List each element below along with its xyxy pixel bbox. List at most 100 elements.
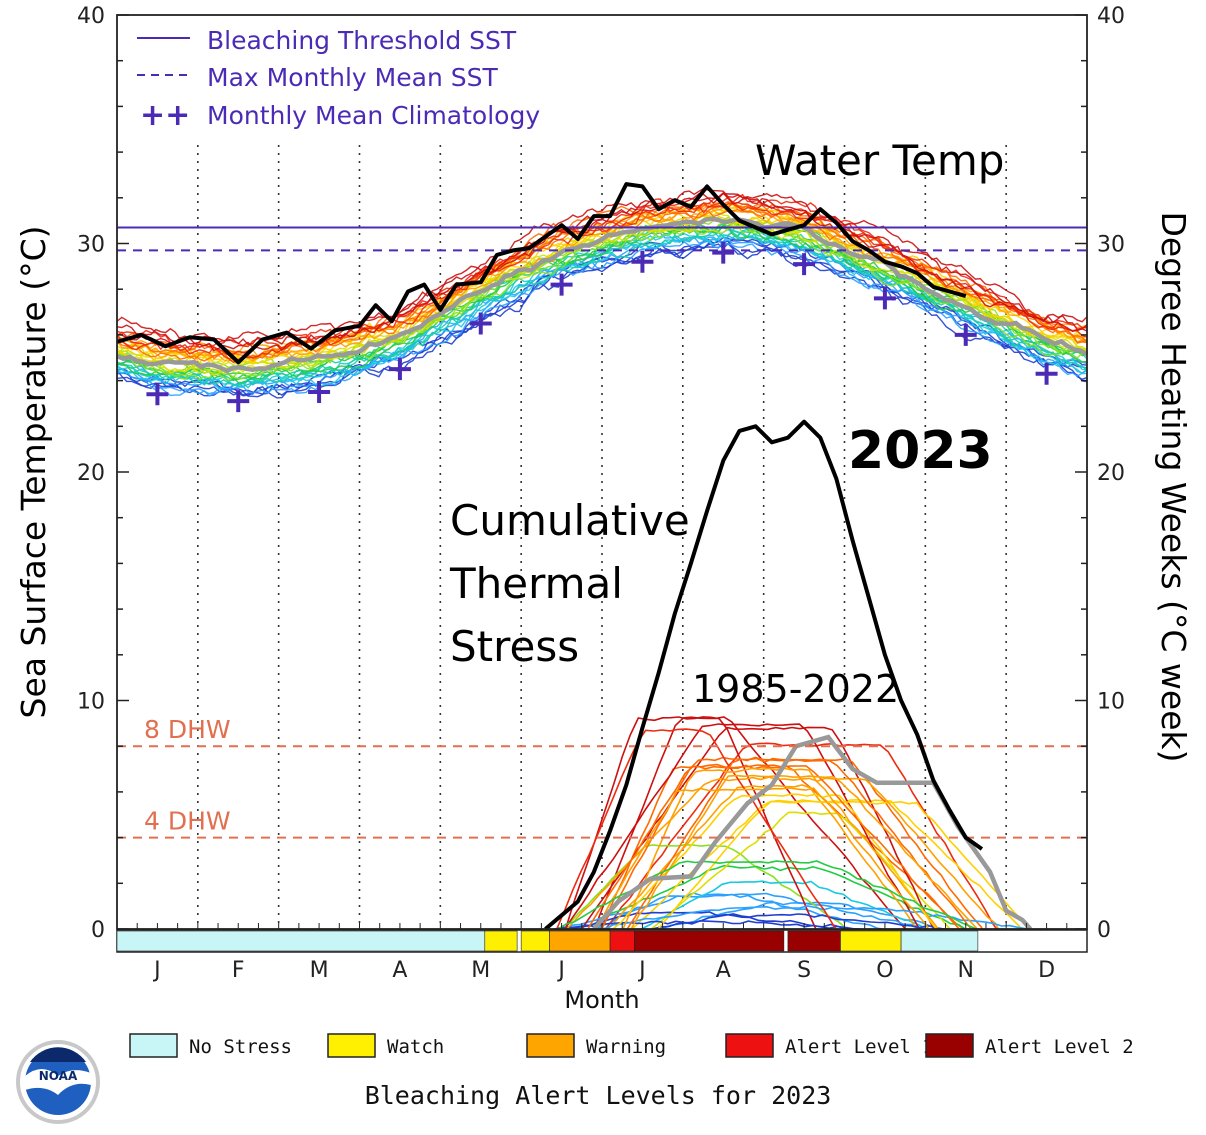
legend-label: Max Monthly Mean SST — [207, 63, 498, 92]
alert-levels-title: Bleaching Alert Levels for 2023 — [365, 1081, 832, 1110]
left-tick-label: 0 — [91, 918, 105, 943]
historical-sst-line — [116, 238, 1088, 398]
historical-sst-line — [116, 232, 1088, 391]
climatology-point — [1035, 362, 1058, 385]
month-label: A — [392, 958, 407, 983]
historical-dhw-line — [657, 800, 1031, 930]
alert-level-label: Watch — [387, 1036, 444, 1058]
historical-dhw-line — [630, 774, 978, 930]
historical-sst-line — [116, 191, 1088, 352]
x-axis-title: Month — [564, 986, 639, 1014]
annotation-year: 2023 — [848, 421, 993, 481]
logo-bird — [25, 1069, 91, 1095]
noaa-logo-icon: NOAA — [16, 1040, 100, 1124]
historical-sst-line — [116, 200, 1088, 360]
alert-level-swatch — [327, 1033, 376, 1058]
month-label: D — [1038, 958, 1055, 983]
logo-top — [30, 1047, 86, 1062]
climatology-point — [873, 287, 896, 310]
alert-level-swatch — [129, 1033, 178, 1058]
logo-text: NOAA — [39, 1069, 78, 1083]
historical-dhw-line — [640, 880, 928, 930]
alert-bar-segment — [900, 930, 979, 952]
alert-bar-segment — [549, 930, 611, 952]
average-dhw-line — [592, 734, 1033, 931]
climatology-point — [550, 273, 573, 296]
left-axis-title: Sea Surface Temperature (°C) — [14, 226, 53, 719]
alert-bar-segment — [634, 930, 785, 952]
month-label: F — [232, 958, 245, 983]
month-label: J — [637, 958, 646, 983]
dhw-reference-label: 8 DHW — [144, 715, 231, 744]
month-label: J — [152, 958, 161, 983]
climatology-point — [712, 241, 735, 264]
month-label: N — [958, 958, 974, 983]
left-tick-label: 40 — [77, 4, 105, 29]
alert-level-swatch — [925, 1033, 974, 1058]
historical-sst-line — [116, 192, 1088, 345]
annotation-historical-range: 1985-2022 — [692, 667, 899, 711]
climatology-point — [146, 383, 169, 406]
right-tick-label: 20 — [1097, 461, 1125, 486]
left-tick-label: 30 — [77, 233, 105, 258]
alert-level-label: Warning — [586, 1036, 666, 1058]
historical-dhw-line — [589, 905, 1031, 930]
right-tick-label: 0 — [1097, 918, 1111, 943]
month-label: J — [556, 958, 565, 983]
historical-sst-line — [116, 238, 1088, 399]
month-label: M — [310, 958, 329, 983]
climatology-point — [793, 253, 816, 276]
dhw-reference-label: 4 DHW — [144, 807, 231, 836]
historical-dhw-line — [556, 728, 837, 930]
historical-dhw-line — [562, 843, 849, 930]
annotation-thermal-stress: Thermal — [449, 559, 623, 608]
alert-bar-segment — [484, 930, 518, 952]
sst-2023-line — [116, 182, 967, 365]
historical-dhw-line — [566, 776, 1000, 930]
climatology-point — [631, 250, 654, 273]
dhw-2023-line — [544, 419, 984, 931]
climatology-point — [954, 323, 977, 346]
alert-bar-segment — [116, 930, 486, 952]
historical-sst-line — [116, 220, 1088, 384]
average-sst-line — [116, 216, 1089, 374]
historical-dhw-line — [578, 864, 966, 930]
alert-level-label: No Stress — [189, 1036, 292, 1058]
historical-dhw-line — [593, 716, 907, 930]
historical-dhw-line — [587, 763, 960, 930]
month-label: S — [797, 958, 811, 983]
annotation-thermal-stress: Cumulative — [450, 496, 690, 545]
plot-area — [117, 15, 1087, 929]
alert-bar-segment — [787, 930, 841, 952]
alert-level-swatch — [725, 1033, 774, 1058]
alert-bar-segment — [840, 930, 902, 952]
annotation-water-temp: Water Temp — [755, 136, 1004, 185]
alert-bar-segment — [520, 930, 550, 952]
month-label: O — [876, 958, 893, 983]
alert-level-label: Alert Level 1 — [785, 1036, 934, 1058]
climatology-point — [308, 381, 331, 404]
alert-bar-segment — [609, 930, 635, 952]
legend-label: Monthly Mean Climatology — [207, 101, 540, 130]
historical-dhw-line — [554, 920, 861, 930]
right-tick-label: 10 — [1097, 690, 1125, 715]
legend-cross-swatch: ++ — [140, 98, 190, 133]
climatology-point — [388, 358, 411, 381]
annotation-thermal-stress: Stress — [450, 622, 579, 671]
historical-sst-line — [116, 206, 1088, 361]
alert-level-swatch — [526, 1033, 575, 1058]
legend-label: Bleaching Threshold SST — [207, 26, 517, 55]
right-tick-label: 40 — [1097, 4, 1125, 29]
month-label: M — [471, 958, 490, 983]
left-tick-label: 20 — [77, 461, 105, 486]
left-tick-label: 10 — [77, 690, 105, 715]
historical-sst-line — [116, 238, 1088, 395]
historical-dhw-line — [652, 913, 949, 930]
right-tick-label: 30 — [1097, 233, 1125, 258]
historical-dhw-line — [563, 892, 930, 930]
historical-dhw-line — [607, 784, 918, 930]
right-axis-title: Degree Heating Weeks (°C week) — [1154, 212, 1193, 763]
alert-level-label: Alert Level 2 — [985, 1036, 1134, 1058]
month-label: A — [716, 958, 731, 983]
